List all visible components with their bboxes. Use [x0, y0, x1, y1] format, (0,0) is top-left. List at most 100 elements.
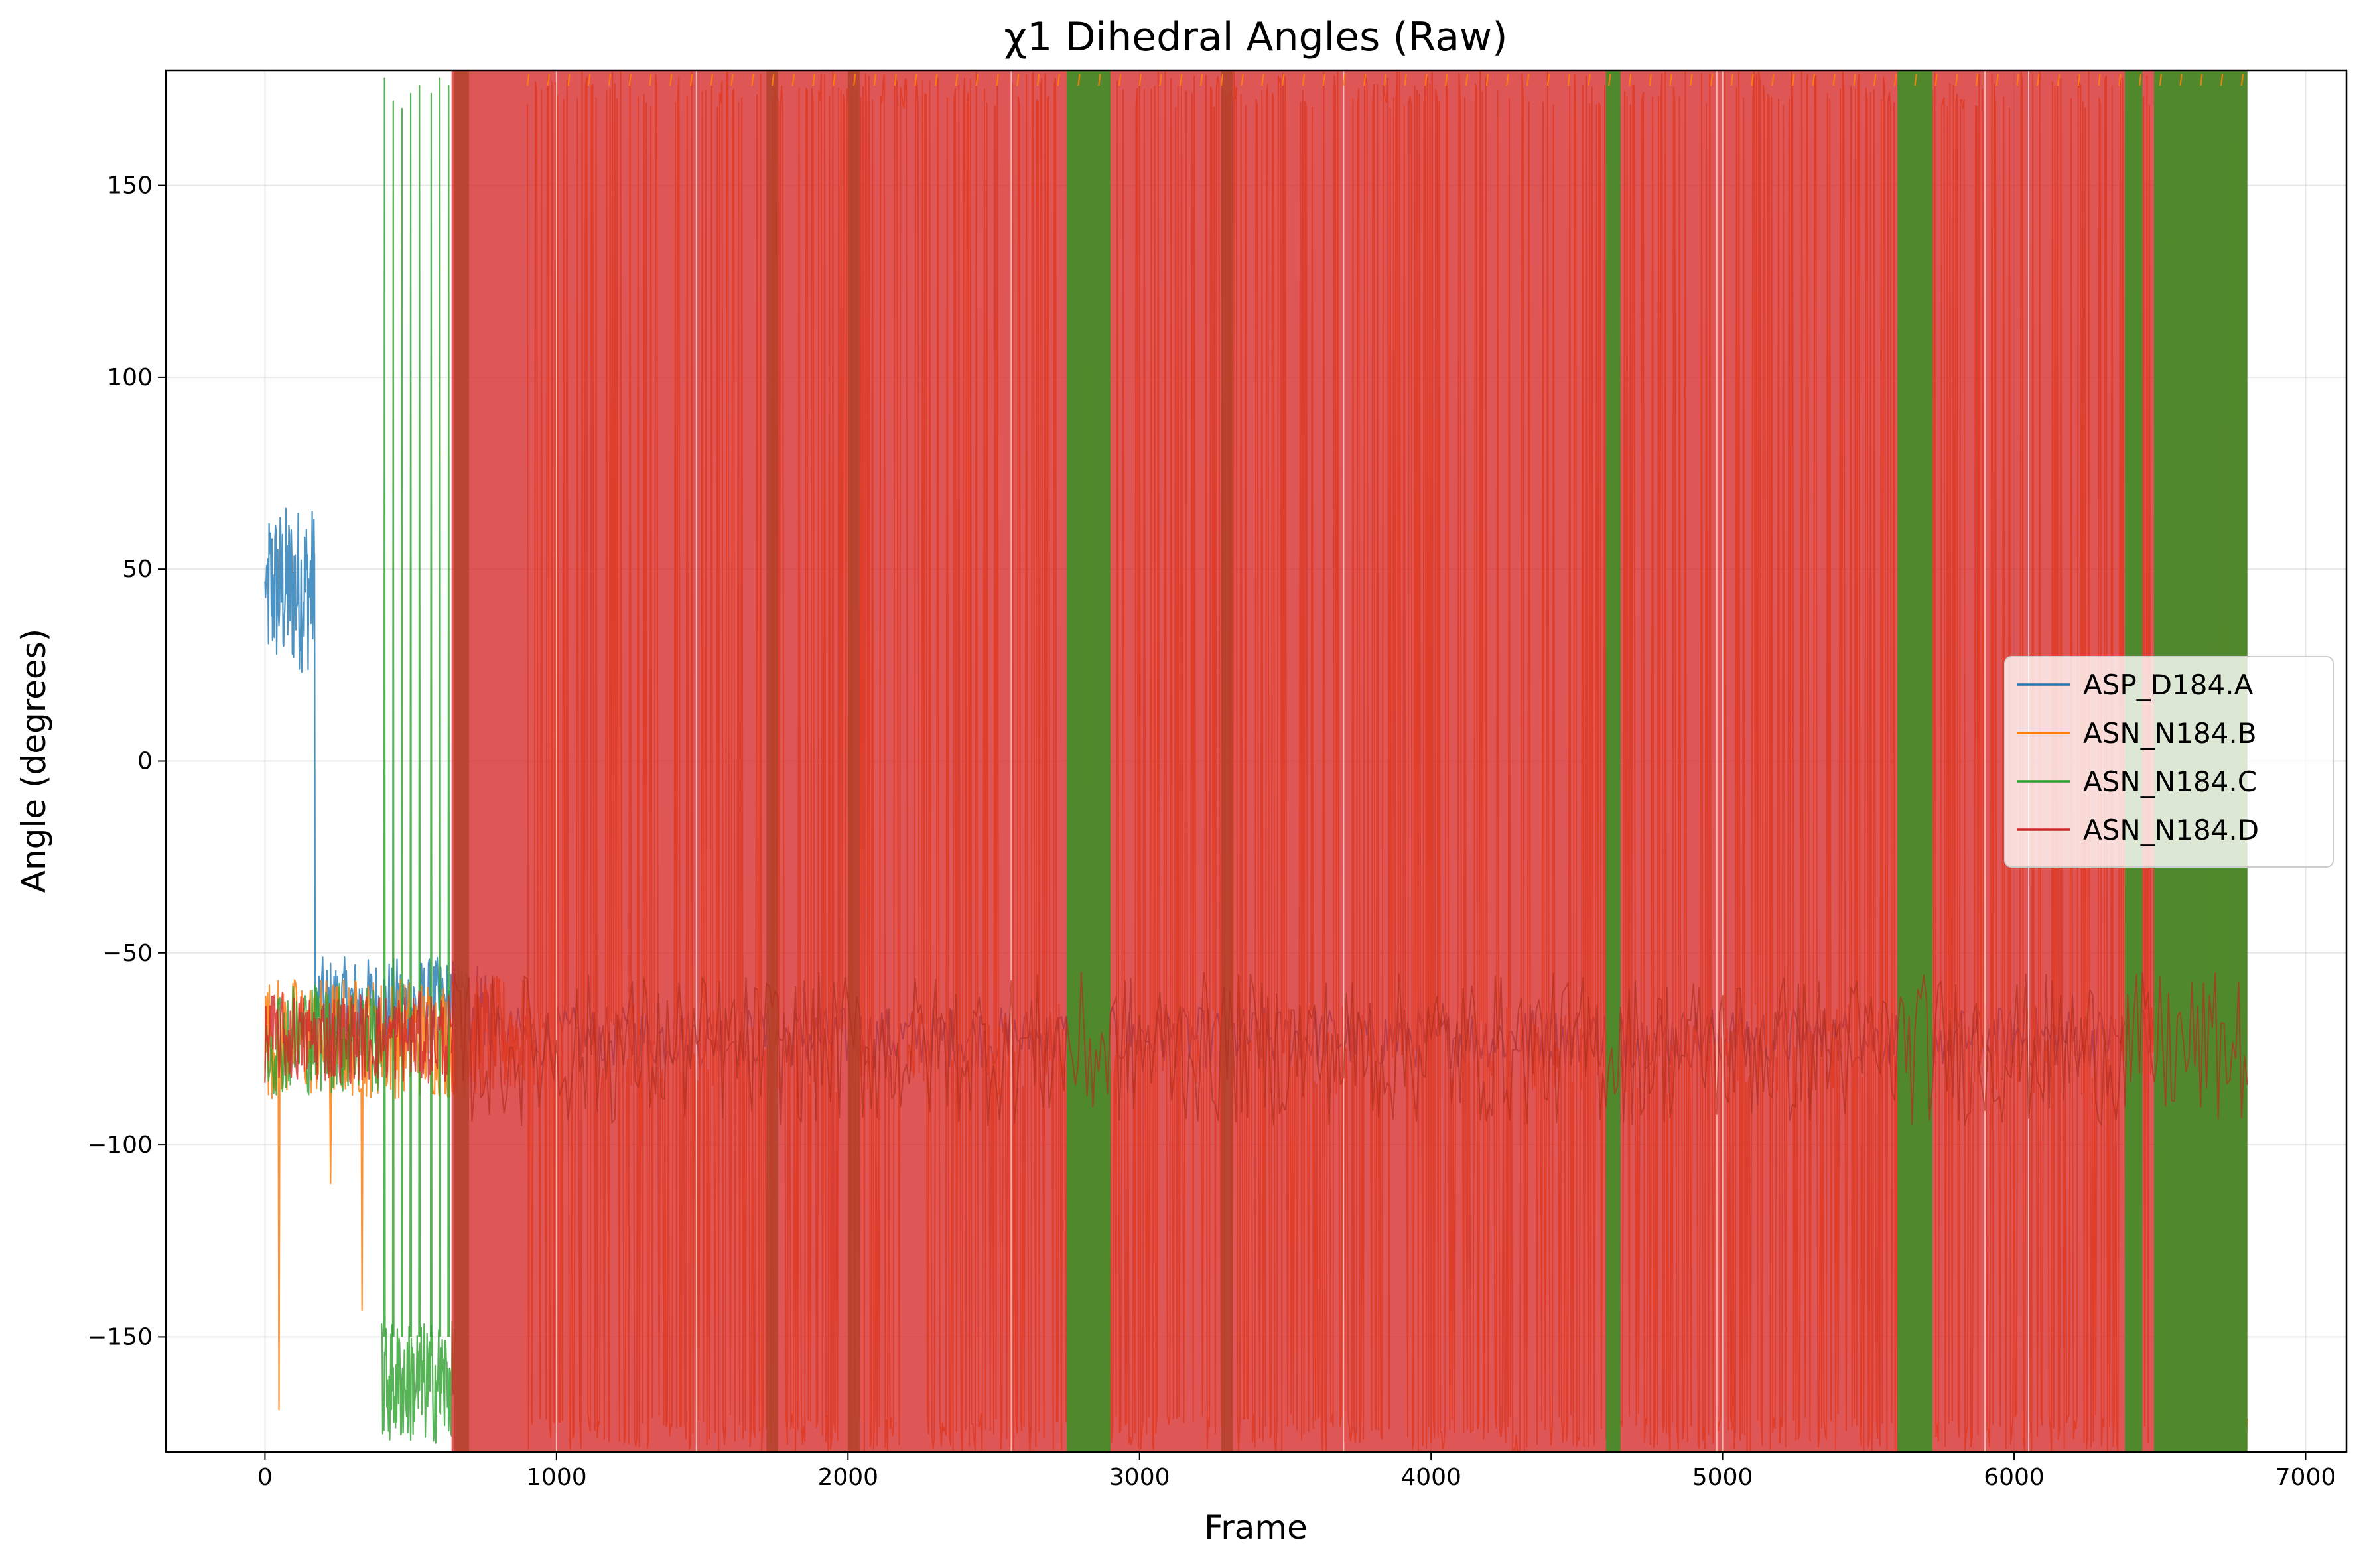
- series-fleck-asn-n184-b: [1220, 74, 1224, 86]
- series-fleck-asn-n184-b: [1404, 74, 1407, 86]
- series-fleck-asn-n184-b: [1995, 74, 1999, 86]
- series-fleck-asn-n184-b: [567, 74, 571, 86]
- series-fleck-asn-n184-b: [935, 74, 938, 86]
- series-fleck-asn-n184-b: [914, 74, 917, 86]
- series-fleck-asn-n184-b: [1873, 74, 1877, 86]
- series-fleck-asn-n184-b: [1424, 74, 1428, 86]
- legend: ASP_D184.A ASN_N184.B ASN_N184.C ASN_N184.D: [2004, 656, 2334, 868]
- series-block-asn-n184-c: [1605, 70, 1621, 1452]
- series-fleck-asn-n184-b: [2016, 74, 2019, 86]
- series-band-asn-n184-d: [450, 971, 2248, 1126]
- series-fleck-asn-n184-b: [2220, 74, 2224, 86]
- series-fleck-asn-n184-b: [2138, 74, 2142, 86]
- series-fleck-asn-n184-b: [1710, 74, 1714, 86]
- series-spike-asn-n184-c: [383, 77, 386, 1337]
- series-fleck-asn-n184-b: [1159, 74, 1162, 86]
- x-tick-label: 6000: [1984, 1464, 2045, 1491]
- x-tick-label: 7000: [2275, 1464, 2336, 1491]
- series-fleck-asn-n184-b: [2118, 74, 2122, 86]
- series-fleck-asn-n184-b: [1567, 74, 1570, 86]
- y-tick-label: 50: [122, 556, 153, 583]
- series-fleck-asn-n184-b: [873, 74, 877, 86]
- series-fleck-asn-n184-b: [2159, 74, 2163, 86]
- series-layer: [264, 70, 2248, 1452]
- series-spike-asn-n184-c: [391, 100, 395, 1337]
- series-fleck-asn-n184-b: [1730, 74, 1734, 86]
- series-fleck-asn-n184-b: [1016, 74, 1020, 86]
- series-fleck-asn-n184-b: [955, 74, 959, 86]
- series-fleck-asn-n184-b: [1302, 74, 1306, 86]
- series-line-asn-n184-d: [264, 990, 452, 1084]
- x-tick-label: 3000: [1109, 1464, 1170, 1491]
- series-fleck-asn-n184-b: [1383, 74, 1387, 86]
- series-fleck-asn-n184-b: [1526, 74, 1530, 86]
- tick-layer: 0 1000 2000 3000 4000 5000 6000 7000 −150 −100 −50…: [87, 172, 2336, 1491]
- series-block-asn-n184-c: [1066, 70, 1111, 1452]
- series-fleck-asn-n184-b: [1281, 74, 1285, 86]
- series-fleck-asn-n184-b: [2037, 74, 2040, 86]
- series-fleck-asn-n184-b: [2240, 74, 2244, 86]
- x-tick-label: 2000: [817, 1464, 878, 1491]
- series-fleck-asn-n184-b: [649, 74, 652, 86]
- series-fleck-asn-n184-b: [1771, 74, 1775, 86]
- series-fleck-asn-n184-b: [833, 74, 836, 86]
- series-fleck-asn-n184-b: [2200, 74, 2203, 86]
- series-fleck-asn-n184-b: [751, 74, 754, 86]
- series-fleck-asn-n184-b: [1241, 74, 1244, 86]
- series-fleck-asn-n184-b: [1690, 74, 1693, 86]
- series-spike-asn-n184-c: [429, 92, 433, 1337]
- chart-title: χ1 Dihedral Angles (Raw): [1004, 14, 1507, 60]
- series-fleck-asn-n184-b: [547, 74, 550, 86]
- series-fleck-asn-n184-b: [1792, 74, 1795, 86]
- y-tick-label: 150: [107, 172, 153, 200]
- series-fleck-asn-n184-b: [853, 74, 856, 86]
- y-axis-label: Angle (degrees): [15, 629, 53, 893]
- x-tick-label: 1000: [526, 1464, 587, 1491]
- series-fleck-asn-n184-b: [1751, 74, 1754, 86]
- y-tick-label: 0: [137, 748, 153, 775]
- series-fleck-asn-n184-b: [1546, 74, 1550, 86]
- series-spike-asn-n184-c: [439, 77, 442, 1337]
- y-tick-label: −150: [87, 1323, 153, 1350]
- y-tick-label: −50: [102, 940, 153, 967]
- series-fleck-asn-n184-b: [2077, 74, 2080, 86]
- series-fleck-asn-n184-b: [1465, 74, 1469, 86]
- series-fleck-asn-n184-b: [2179, 74, 2183, 86]
- series-fleck-asn-n184-b: [1445, 74, 1448, 86]
- series-fleck-asn-n184-b: [996, 74, 999, 86]
- series-fleck-asn-n184-b: [1588, 74, 1591, 86]
- x-tick-label: 4000: [1400, 1464, 1461, 1491]
- legend-label: ASN_N184.D: [2083, 814, 2259, 846]
- series-fleck-asn-n184-b: [1669, 74, 1672, 86]
- series-fleck-asn-n184-b: [1077, 74, 1081, 86]
- series-fleck-asn-n184-b: [1363, 74, 1367, 86]
- legend-label: ASN_N184.C: [2083, 765, 2257, 798]
- series-fleck-asn-n184-b: [628, 74, 632, 86]
- y-tick-label: 100: [107, 364, 153, 391]
- y-tick-label: −100: [87, 1132, 153, 1159]
- series-fleck-asn-n184-b: [710, 74, 713, 86]
- series-fleck-asn-n184-b: [975, 74, 979, 86]
- series-fleck-asn-n184-b: [1914, 74, 1917, 86]
- x-tick-label: 5000: [1692, 1464, 1753, 1491]
- series-fleck-asn-n184-b: [1138, 74, 1142, 86]
- series-fleck-asn-n184-b: [1853, 74, 1856, 86]
- series-fleck-asn-n184-b: [1893, 74, 1897, 86]
- series-fleck-asn-n184-b: [730, 74, 734, 86]
- series-fleck-asn-n184-b: [2057, 74, 2061, 86]
- series-spike-asn-n184-c: [409, 92, 413, 1337]
- series-fleck-asn-n184-b: [1199, 74, 1203, 86]
- series-fleck-asn-n184-b: [1098, 74, 1101, 86]
- series-fleck-asn-n184-b: [1118, 74, 1122, 86]
- series-fleck-asn-n184-b: [1343, 74, 1346, 86]
- series-fleck-asn-n184-b: [1261, 74, 1264, 86]
- series-fleck-asn-n184-b: [791, 74, 795, 86]
- series-fleck-asn-n184-b: [1832, 74, 1836, 86]
- series-fleck-asn-n184-b: [1608, 74, 1611, 86]
- x-axis-label: Frame: [1204, 1508, 1308, 1547]
- series-spike-asn-n184-c: [447, 85, 450, 1337]
- series-spike-asn-n184-c: [418, 85, 421, 1337]
- series-fleck-asn-n184-b: [1180, 74, 1183, 86]
- series-fleck-asn-n184-b: [1506, 74, 1509, 86]
